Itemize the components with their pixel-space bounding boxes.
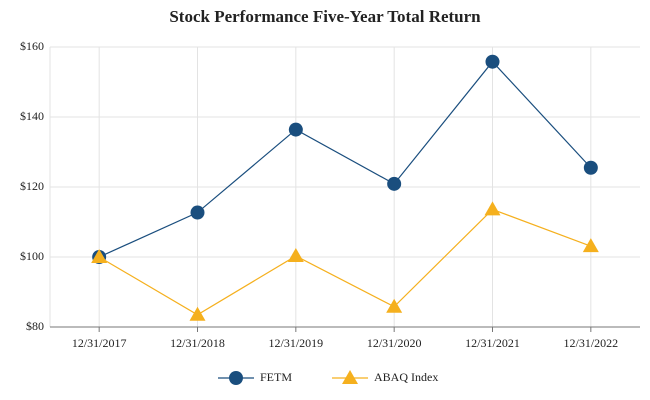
data-point — [583, 160, 598, 175]
data-point — [288, 122, 303, 137]
legend-marker — [342, 370, 359, 384]
x-tick-label: 12/31/2022 — [563, 336, 618, 350]
legend-marker — [229, 371, 243, 385]
y-tick-label: $120 — [20, 179, 44, 193]
legend-label: FETM — [260, 370, 292, 384]
data-point — [582, 238, 599, 253]
x-tick-label: 12/31/2020 — [367, 336, 422, 350]
y-tick-label: $140 — [20, 109, 44, 123]
x-tick-label: 12/31/2018 — [170, 336, 225, 350]
data-point — [484, 201, 501, 216]
y-tick-label: $100 — [20, 249, 44, 263]
data-point — [91, 249, 108, 263]
x-tick-label: 12/31/2021 — [465, 336, 520, 350]
legend-label: ABAQ Index — [374, 370, 438, 384]
chart-title: Stock Performance Five-Year Total Return — [169, 7, 481, 26]
data-point — [386, 298, 403, 313]
data-point — [190, 205, 205, 220]
series-line — [98, 208, 592, 316]
x-tick-label: 12/31/2017 — [72, 336, 127, 350]
y-tick-label: $80 — [26, 319, 44, 333]
data-point — [387, 176, 402, 191]
data-point — [287, 247, 304, 262]
data-point — [485, 54, 500, 69]
data-point — [189, 306, 206, 321]
series-line — [98, 60, 592, 258]
x-tick-label: 12/31/2019 — [268, 336, 323, 350]
y-tick-label: $160 — [20, 39, 44, 53]
